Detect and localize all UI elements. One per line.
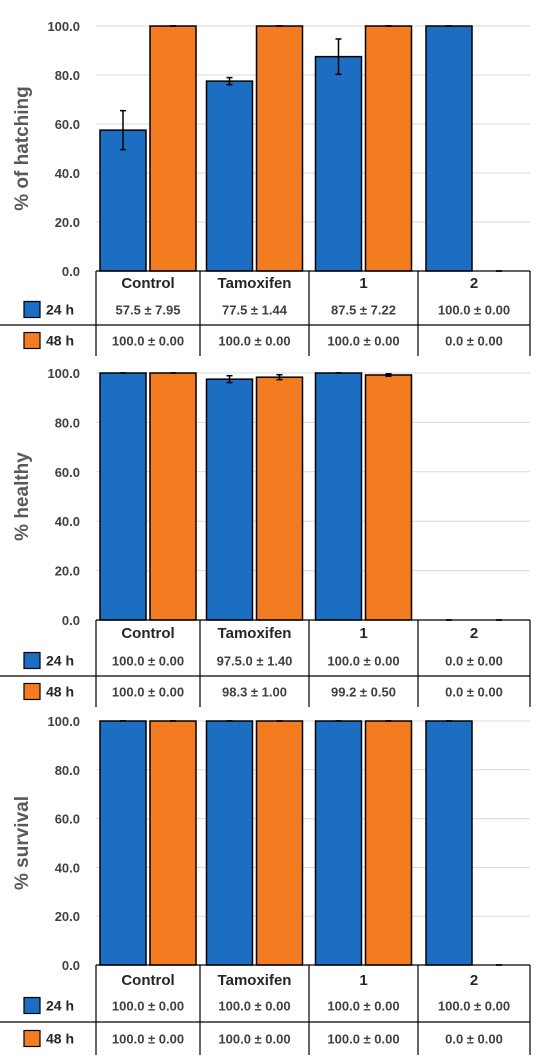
legend-swatch [23, 682, 41, 701]
x-tick-label: 1 [359, 972, 367, 989]
table-cell: 100.0 ± 0.00 [218, 334, 290, 349]
bar [425, 25, 473, 272]
table-cell: 100.0 ± 0.00 [438, 999, 510, 1014]
y-tick-label: 0.0 [62, 613, 80, 628]
bar [99, 372, 147, 621]
bar [205, 720, 254, 966]
y-tick-label: 40.0 [55, 860, 80, 875]
x-tick-label: Control [121, 275, 174, 292]
table-cell: 77.5 ± 1.44 [222, 303, 288, 318]
table-cell: 100.0 ± 0.00 [112, 334, 184, 349]
x-tick-label: 1 [359, 625, 367, 642]
chart-panel: 0.0 20.0 40.0 60.0 80.0 100.0 % healthy Control… [0, 366, 531, 707]
table-cell: 100.0 ± 0.00 [327, 999, 399, 1014]
x-tick-label: Tamoxifen [218, 275, 292, 292]
table-cell: 99.2 ± 0.50 [331, 685, 396, 700]
x-tick-label: Control [121, 972, 174, 989]
table-cell: 100.0 ± 0.00 [112, 654, 184, 669]
bar [314, 55, 363, 272]
y-tick-label: 20.0 [55, 909, 80, 924]
y-tick-label: 40.0 [55, 166, 80, 181]
x-tick-label: 1 [359, 275, 367, 292]
table-cell: 100.0 ± 0.00 [112, 685, 184, 700]
table-cell: 100.0 ± 0.00 [218, 1032, 290, 1047]
y-tick-label: 20.0 [55, 564, 80, 579]
legend-swatch [23, 996, 41, 1015]
legend-swatch [23, 331, 41, 350]
x-tick-label: 2 [470, 275, 478, 292]
bar [364, 720, 413, 966]
x-tick-label: 2 [470, 625, 478, 642]
table-cell: 0.0 ± 0.00 [445, 334, 503, 349]
y-tick-label: 60.0 [55, 812, 80, 827]
table-cell: 100.0 ± 0.00 [112, 1032, 184, 1047]
table-cell: 97.5.0 ± 1.40 [217, 654, 293, 669]
y-tick-label: 100.0 [47, 714, 80, 729]
table-cell: 100.0 ± 0.00 [112, 999, 184, 1014]
table-cell: 0.0 ± 0.00 [445, 1032, 503, 1047]
bar [149, 25, 197, 272]
bar [205, 80, 254, 272]
legend-label: 48 h [46, 1031, 74, 1047]
legend-swatch [23, 1029, 41, 1048]
bar [425, 720, 473, 966]
x-tick-label: Control [121, 625, 174, 642]
bar [149, 372, 197, 621]
bar [314, 720, 363, 966]
y-tick-label: 60.0 [55, 465, 80, 480]
x-tick-label: 2 [470, 972, 478, 989]
table-cell: 100.0 ± 0.00 [327, 654, 399, 669]
bar [205, 378, 254, 621]
y-tick-label: 100.0 [47, 19, 80, 34]
legend-label: 24 h [46, 302, 74, 318]
table-cell: 0.0 ± 0.00 [445, 654, 503, 669]
bar [364, 25, 413, 272]
bar [314, 372, 363, 621]
y-tick-label: 100.0 [47, 366, 80, 381]
table-cell: 100.0 ± 0.00 [327, 1032, 399, 1047]
table-cell: 0.0 ± 0.00 [445, 685, 503, 700]
legend-swatch [23, 651, 41, 670]
table-cell: 100.0 ± 0.00 [438, 303, 510, 318]
y-tick-label: 0.0 [62, 264, 80, 279]
table-cell: 57.5 ± 7.95 [116, 303, 181, 318]
chart-panel: 0.0 20.0 40.0 60.0 80.0 100.0 % survival Contro… [0, 714, 531, 1055]
legend-label: 48 h [46, 684, 74, 700]
y-tick-label: 60.0 [55, 117, 80, 132]
table-cell: 100.0 ± 0.00 [218, 999, 290, 1014]
y-tick-label: 20.0 [55, 215, 80, 230]
y-tick-label: 40.0 [55, 514, 80, 529]
bar [99, 129, 147, 272]
bar [255, 376, 304, 621]
bar [364, 374, 413, 621]
legend-label: 24 h [46, 998, 74, 1014]
x-tick-label: Tamoxifen [218, 972, 292, 989]
y-axis-label: % survival [12, 796, 33, 890]
bar [255, 25, 304, 272]
y-tick-label: 0.0 [62, 958, 80, 973]
table-cell: 87.5 ± 7.22 [331, 303, 396, 318]
table-cell: 98.3 ± 1.00 [222, 685, 287, 700]
chart-panel: 0.0 20.0 40.0 60.0 80.0 100.0 % of hatching Con… [0, 19, 531, 356]
legend-label: 48 h [46, 333, 74, 349]
bar [99, 720, 147, 966]
y-tick-label: 80.0 [55, 68, 80, 83]
bar [149, 720, 197, 966]
legend-swatch [23, 300, 41, 319]
y-tick-label: 80.0 [55, 763, 80, 778]
table-cell: 100.0 ± 0.00 [327, 334, 399, 349]
bar [255, 720, 304, 966]
y-tick-label: 80.0 [55, 415, 80, 430]
x-tick-label: Tamoxifen [218, 625, 292, 642]
y-axis-label: % of hatching [12, 86, 33, 211]
legend-label: 24 h [46, 653, 74, 669]
y-axis-label: % healthy [12, 452, 33, 541]
